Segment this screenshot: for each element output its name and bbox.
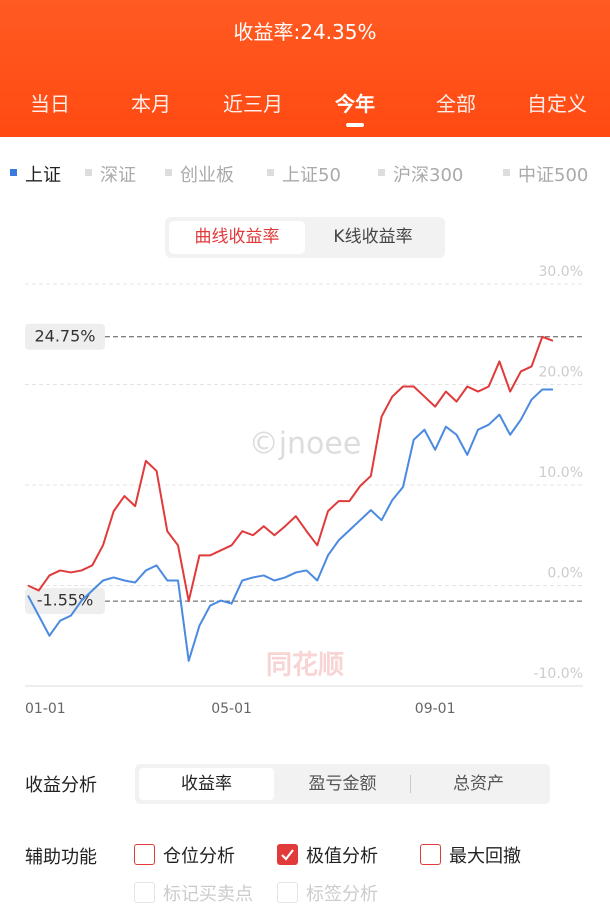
annotation-box — [25, 588, 105, 615]
tab[interactable]: 近三月 — [223, 92, 283, 116]
checkbox-label[interactable]: 极值分析 — [306, 846, 378, 867]
y-tick-label: 20.0% — [539, 365, 583, 381]
watermark: ©jnoee — [249, 427, 362, 462]
index-marker — [503, 169, 510, 176]
annotation-box — [25, 323, 105, 350]
checkbox-label[interactable]: 仓位分析 — [163, 846, 235, 867]
y-tick-label: 10.0% — [539, 465, 583, 481]
separator — [410, 775, 411, 793]
segment-option[interactable]: 总资产 — [453, 774, 504, 794]
index-marker — [10, 169, 17, 176]
index-marker — [267, 169, 274, 176]
y-tick-label: 30.0% — [539, 264, 583, 280]
toggle-option[interactable]: K线收益率 — [333, 227, 413, 247]
x-tick-label: 01-01 — [25, 701, 66, 717]
y-tick-label: 0.0% — [547, 566, 583, 582]
series-line — [27, 335, 554, 603]
index-option[interactable]: 深证 — [100, 165, 136, 186]
checkbox[interactable] — [277, 844, 298, 865]
checkbox-label[interactable]: 最大回撤 — [449, 846, 521, 867]
tab[interactable]: 本月 — [131, 92, 171, 116]
checkbox-label: 标记买卖点 — [163, 884, 253, 905]
x-tick-label: 09-01 — [415, 701, 456, 717]
segment-option[interactable]: 收益率 — [139, 768, 274, 800]
series-line — [27, 388, 553, 662]
checkbox-label: 标签分析 — [306, 884, 378, 905]
toggle-option[interactable]: 曲线收益率 — [169, 221, 305, 254]
index-option[interactable]: 上证 — [25, 165, 61, 186]
header: 收益率:24.35% 当日 本月 近三月 今年 全部 自定义 — [0, 0, 610, 137]
checkbox — [134, 882, 155, 903]
annotation-label: 24.75% — [34, 326, 95, 345]
checkbox[interactable] — [420, 844, 441, 865]
tab[interactable]: 全部 — [436, 92, 476, 116]
tab[interactable]: 当日 — [30, 92, 70, 116]
index-option[interactable]: 中证500 — [518, 165, 589, 186]
checkbox[interactable] — [134, 844, 155, 865]
index-option[interactable]: 沪深300 — [393, 165, 464, 186]
index-marker — [378, 169, 385, 176]
check-mark — [281, 849, 294, 861]
segment-option[interactable]: 盈亏金额 — [308, 774, 377, 794]
checkbox — [277, 882, 298, 903]
index-marker — [85, 169, 92, 176]
index-option[interactable]: 上证50 — [282, 165, 341, 186]
tab-indicator — [346, 123, 364, 127]
annotation-label: -1.55% — [37, 591, 94, 610]
index-option[interactable]: 创业板 — [180, 165, 234, 186]
x-tick-label: 05-01 — [211, 701, 252, 717]
chart: ©jnoee 同花顺 30.0% 20.0% 10.0% 0.0% -10.0% 01-01 0… — [25, 264, 583, 717]
tab[interactable]: 今年 — [335, 92, 375, 116]
title: 收益率:24.35% — [233, 20, 377, 44]
index-marker — [165, 169, 172, 176]
watermark: 同花顺 — [266, 651, 344, 681]
y-tick-label: -10.0% — [533, 666, 583, 682]
tab[interactable]: 自定义 — [527, 92, 587, 116]
section-label: 辅助功能 — [25, 847, 97, 868]
section-label: 收益分析 — [25, 775, 97, 796]
